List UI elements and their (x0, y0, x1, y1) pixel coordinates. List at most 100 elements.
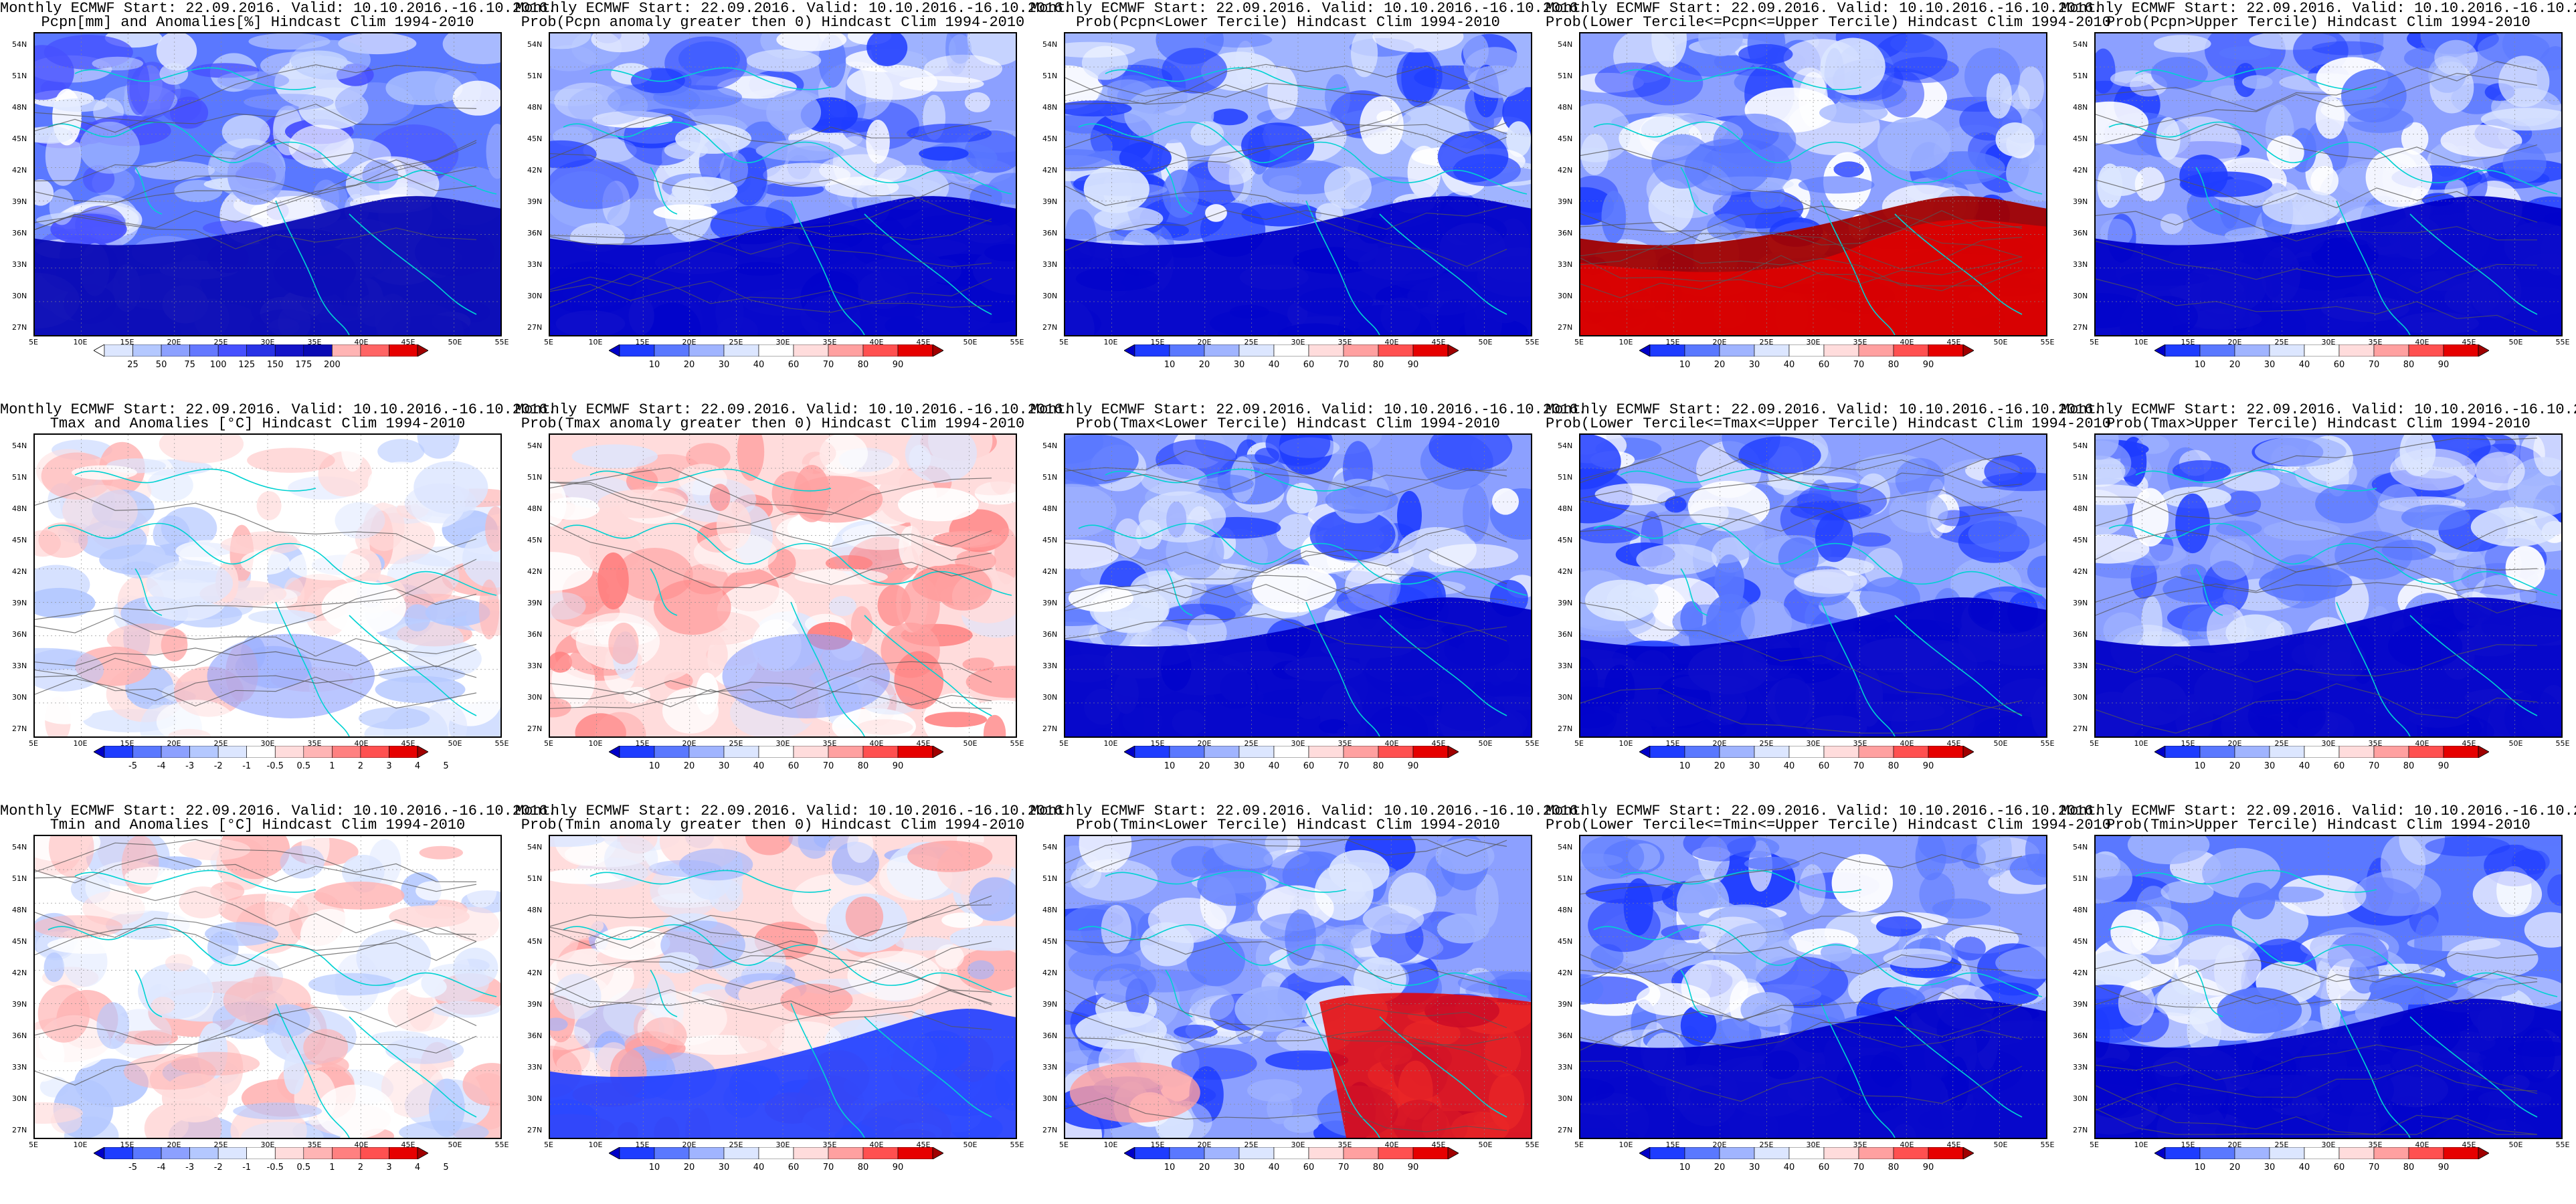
map-field (1580, 435, 2046, 736)
panel-title-line2: Prob(Tmax<Lower Tercile) Hindcast Clim 1… (1076, 415, 1500, 432)
colorbar-bin (1134, 745, 1170, 759)
colorbar-bin (1893, 1146, 1929, 1160)
colorbar-bin (1858, 745, 1894, 759)
colorbar-bin (1238, 745, 1275, 759)
lat-label: 48N (2073, 906, 2088, 914)
lat-label: 30N (12, 1094, 27, 1103)
lon-label: 5E (29, 739, 38, 748)
lat-label: 39N (1042, 1000, 1058, 1009)
panel-title-line2: Prob(Pcpn anomaly greater then 0) Hindca… (521, 14, 1025, 31)
colorbar-tick-label: 30 (1233, 1163, 1245, 1173)
lon-label: 10E (588, 338, 603, 346)
colorbar-tick-label: 0.5 (296, 761, 311, 771)
colorbar-bin (2304, 745, 2340, 759)
colorbar-tick-label: 70 (1338, 1163, 1350, 1173)
colorbar-bin (654, 344, 690, 357)
lon-label: 55E (2040, 1140, 2055, 1149)
lat-label: 27N (1042, 323, 1058, 332)
lon-label: 50E (1478, 739, 1493, 748)
colorbar-tick-label: 150 (266, 360, 284, 370)
colorbar-bin (2408, 745, 2444, 759)
colorbar-bin (2199, 344, 2235, 357)
lat-label: 39N (2073, 197, 2088, 206)
lat-label: 54N (1558, 441, 1573, 450)
lon-label: 10E (73, 338, 88, 346)
lat-label: 30N (2073, 1094, 2088, 1103)
lat-label: 54N (1042, 441, 1058, 450)
lat-label: 54N (2073, 843, 2088, 851)
colorbar-bin (2269, 1146, 2305, 1160)
colorbar-tick-label: 30 (1748, 761, 1760, 771)
panel-title-line1: Monthly ECMWF Start: 22.09.2016. Valid: … (1030, 401, 1587, 418)
lat-label: 42N (1042, 567, 1058, 576)
lat-label: 48N (1042, 906, 1058, 914)
colorbar-tick-label: -0.5 (266, 1163, 284, 1173)
map-panel-pcpn-2: Monthly ECMWF Start: 22.09.2016. Valid: … (515, 0, 1072, 401)
map-panel-tmin-4: Monthly ECMWF Start: 22.09.2016. Valid: … (1546, 803, 2111, 1204)
colorbar-tick-label: 30 (1233, 761, 1245, 771)
colorbar-tick-label: 60 (1303, 360, 1315, 370)
colorbar-bin (1823, 1146, 1859, 1160)
colorbar-bin (1893, 344, 1929, 357)
colorbar-bin (274, 344, 304, 357)
colorbar-tick-label: -4 (157, 761, 166, 771)
colorbar-bin (189, 1146, 219, 1160)
colorbar-tick-label: 3 (386, 761, 392, 771)
panel-title-line2: Prob(Lower Tercile<=Tmin<=Upper Tercile)… (1546, 817, 2111, 833)
lat-label: 51N (12, 473, 27, 482)
colorbar-bin (274, 745, 304, 759)
colorbar-tick-label: -5 (128, 1163, 138, 1173)
lat-label: 39N (2073, 1000, 2088, 1009)
lat-label: 33N (1558, 662, 1573, 670)
lon-label: 10E (1103, 338, 1118, 346)
colorbar-bin (2338, 1146, 2375, 1160)
lat-label: 33N (1042, 260, 1058, 269)
colorbar-tick-label: 80 (857, 1163, 869, 1173)
lat-label: 30N (1042, 693, 1058, 702)
colorbar-tick-label: 80 (1372, 1163, 1384, 1173)
lon-label: 50E (1993, 739, 2008, 748)
colorbar-tick-label: 80 (1888, 360, 1900, 370)
lon-label: 50E (448, 338, 462, 346)
lon-label: 50E (1993, 338, 2008, 346)
colorbar-bin (2304, 1146, 2340, 1160)
lat-label: 27N (527, 323, 543, 332)
panel-title-line1: Monthly ECMWF Start: 22.09.2016. Valid: … (2061, 401, 2576, 418)
lat-label: 54N (12, 40, 27, 49)
map-panel-pcpn-5: Monthly ECMWF Start: 22.09.2016. Valid: … (2061, 0, 2576, 401)
colorbar-tick-label: 60 (1303, 1163, 1315, 1173)
colorbar-tick-label: 80 (857, 761, 869, 771)
colorbar-tick-label: 10 (1164, 1163, 1176, 1173)
colorbar-tick-label: 5 (443, 761, 449, 771)
panel-title-line1: Monthly ECMWF Start: 22.09.2016. Valid: … (515, 803, 1072, 819)
map-field (1065, 33, 1531, 335)
lat-label: 36N (1042, 1031, 1058, 1040)
colorbar-tick-label: 30 (2264, 761, 2276, 771)
colorbar-bin (1378, 1146, 1414, 1160)
lon-label: 50E (448, 739, 462, 748)
panel-title-line2: Prob(Lower Tercile<=Pcpn<=Upper Tercile)… (1546, 14, 2111, 31)
colorbar-bin (189, 344, 219, 357)
colorbar-tick-label: 90 (1922, 1163, 1934, 1173)
map-area (33, 433, 502, 738)
lat-label: 51N (2073, 473, 2088, 482)
lon-label: 10E (1619, 1140, 1633, 1149)
colorbar-bin (2408, 344, 2444, 357)
colorbar-tick-label: 75 (184, 360, 195, 370)
lat-label: 33N (527, 260, 543, 269)
panel-title-line2: Tmin and Anomalies [°C] Hindcast Clim 19… (50, 817, 466, 833)
colorbar-bin (1754, 344, 1790, 357)
lat-label: 30N (527, 1094, 543, 1103)
lat-label: 45N (12, 536, 27, 544)
colorbar-tick-label: 30 (2264, 1163, 2276, 1173)
colorbar-tick-label: 60 (1818, 360, 1830, 370)
colorbar-tick-label: 40 (2298, 761, 2310, 771)
lon-label: 5E (1574, 338, 1584, 346)
lat-label: 51N (1558, 874, 1573, 883)
colorbar-bin (758, 745, 794, 759)
lat-label: 48N (12, 906, 27, 914)
lat-label: 48N (1558, 103, 1573, 112)
colorbar (93, 745, 429, 759)
colorbar-bin (303, 1146, 333, 1160)
